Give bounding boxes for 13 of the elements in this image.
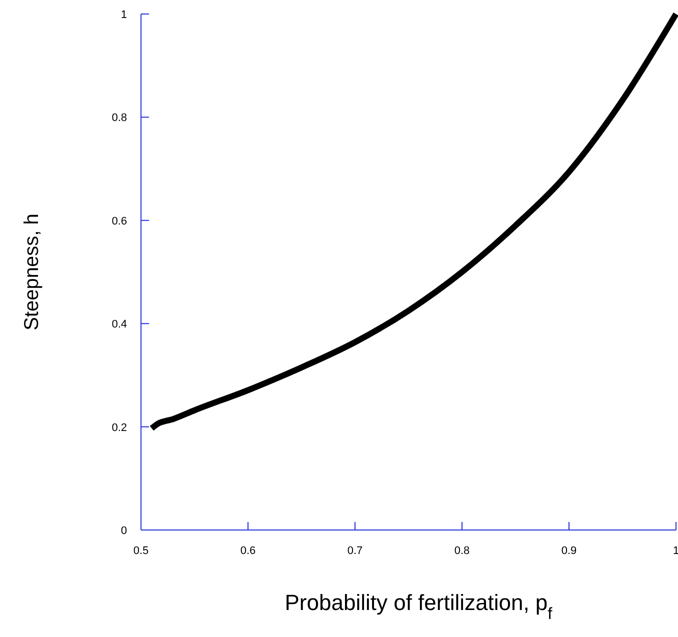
x-tick-label: 0.6 bbox=[240, 545, 256, 557]
x-tick-label: 0.5 bbox=[133, 545, 149, 557]
y-tick-label: 0.2 bbox=[112, 422, 127, 434]
y-axis-title: Steepness, h bbox=[21, 214, 43, 330]
y-tick-label: 0.8 bbox=[112, 112, 127, 124]
x-tick-label: 0.9 bbox=[561, 545, 577, 557]
x-tick-label: 0.7 bbox=[347, 545, 363, 557]
y-tick-label: 0.6 bbox=[112, 215, 127, 228]
y-tick-label: 1 bbox=[120, 9, 127, 21]
x-tick-label: 0.8 bbox=[454, 545, 470, 557]
y-tick-label: 0.4 bbox=[112, 318, 127, 331]
y-tick-label: 0 bbox=[120, 525, 127, 537]
x-axis-title: Probability of fertilization, p$_{f}$ bbox=[284, 590, 553, 623]
